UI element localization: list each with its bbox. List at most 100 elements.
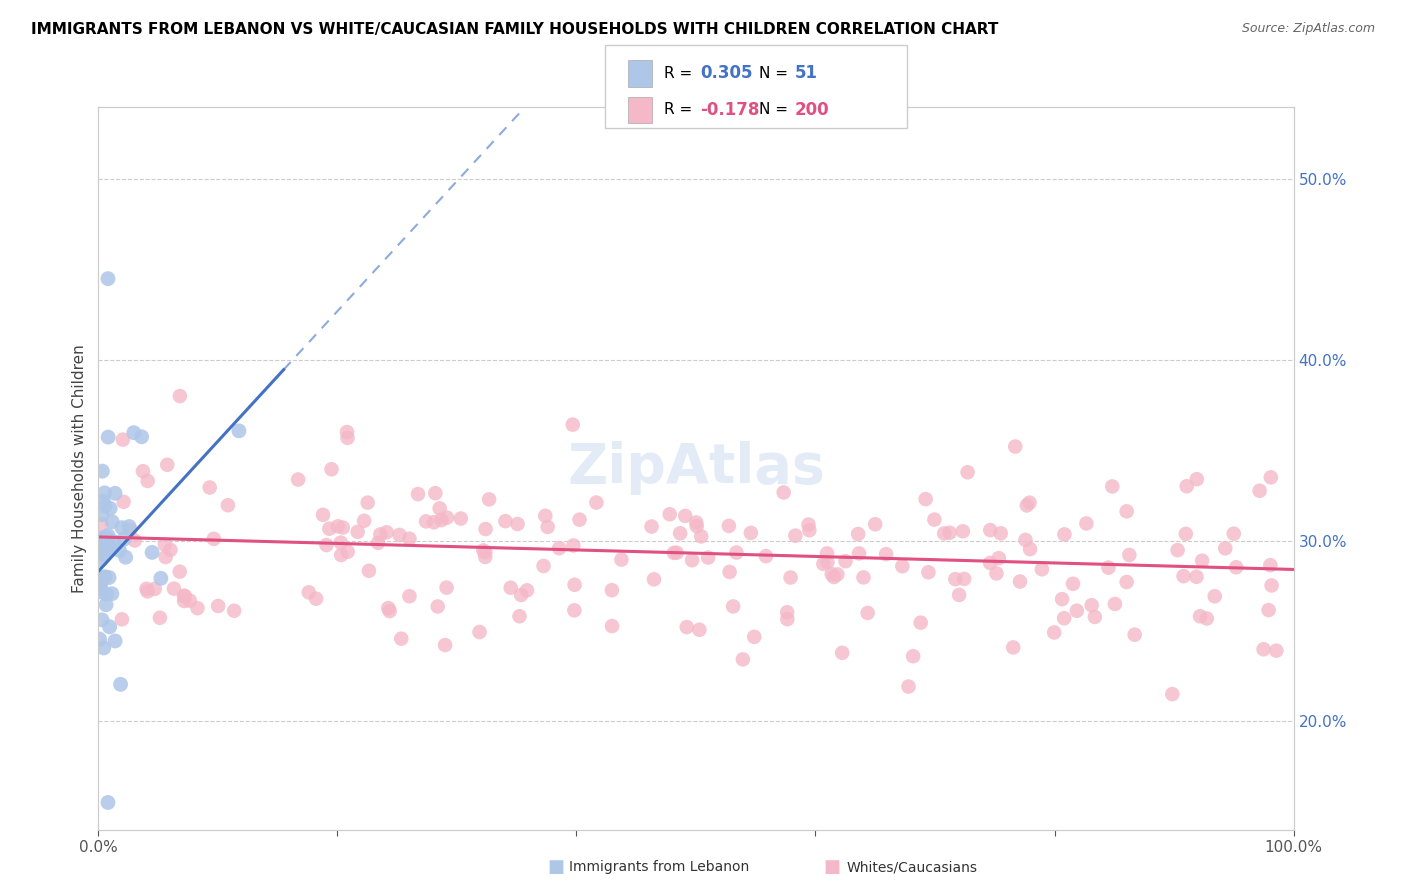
- Point: [97, 430, 120, 444]
- Point: [326, 519, 349, 533]
- Point: [568, 513, 591, 527]
- Point: [494, 514, 516, 528]
- Text: Immigrants from Lebanon: Immigrants from Lebanon: [569, 860, 749, 874]
- Point: [367, 536, 389, 550]
- Point: [112, 495, 135, 509]
- Point: [499, 581, 522, 595]
- Point: [740, 525, 762, 540]
- Point: [534, 508, 557, 523]
- Point: [468, 625, 491, 640]
- Point: [688, 623, 710, 637]
- Point: [198, 481, 221, 495]
- Point: [91, 494, 114, 508]
- Point: [173, 594, 195, 608]
- Point: [533, 558, 555, 573]
- Point: [987, 551, 1010, 566]
- Point: [336, 425, 359, 439]
- Point: [600, 583, 623, 598]
- Point: [1018, 495, 1040, 509]
- Point: [89, 572, 111, 586]
- Point: [93, 570, 115, 584]
- Point: [450, 511, 472, 525]
- Point: [173, 589, 195, 603]
- Point: [875, 547, 897, 561]
- Point: [1053, 611, 1076, 625]
- Point: [114, 550, 136, 565]
- Point: [89, 573, 111, 587]
- Point: [1123, 628, 1146, 642]
- Point: [104, 486, 127, 500]
- Point: [332, 520, 354, 534]
- Point: [97, 528, 120, 542]
- Point: [610, 552, 633, 566]
- Point: [156, 458, 179, 472]
- Point: [173, 589, 195, 603]
- Point: [585, 495, 607, 509]
- Point: [474, 545, 496, 559]
- Point: [430, 513, 453, 527]
- Point: [398, 589, 420, 603]
- Point: [143, 582, 166, 596]
- Point: [910, 615, 932, 630]
- Point: [90, 581, 112, 595]
- Text: R =: R =: [664, 66, 697, 81]
- Point: [640, 519, 662, 533]
- Point: [1257, 603, 1279, 617]
- Text: N =: N =: [759, 66, 793, 81]
- Point: [779, 570, 801, 584]
- Point: [353, 514, 375, 528]
- Point: [318, 522, 340, 536]
- Point: [434, 638, 457, 652]
- Point: [834, 554, 856, 568]
- Point: [474, 522, 496, 536]
- Text: IMMIGRANTS FROM LEBANON VS WHITE/CAUCASIAN FAMILY HOUSEHOLDS WITH CHILDREN CORRE: IMMIGRANTS FROM LEBANON VS WHITE/CAUCASI…: [31, 22, 998, 37]
- Text: Whites/Caucasians: Whites/Caucasians: [846, 860, 977, 874]
- Point: [813, 557, 835, 571]
- Point: [436, 510, 458, 524]
- Point: [990, 526, 1012, 541]
- Point: [132, 464, 155, 478]
- Point: [89, 584, 111, 599]
- Point: [149, 571, 172, 585]
- Point: [856, 606, 879, 620]
- Point: [377, 601, 399, 615]
- Point: [93, 543, 115, 558]
- Point: [93, 486, 115, 500]
- Point: [110, 677, 132, 691]
- Point: [1031, 562, 1053, 576]
- Point: [848, 546, 870, 560]
- Point: [1161, 687, 1184, 701]
- Point: [406, 487, 429, 501]
- Point: [131, 430, 153, 444]
- Point: [1080, 598, 1102, 612]
- Point: [89, 534, 111, 549]
- Point: [122, 425, 145, 440]
- Point: [398, 532, 420, 546]
- Point: [135, 582, 157, 596]
- Point: [564, 578, 586, 592]
- Y-axis label: Family Households with Children: Family Households with Children: [72, 344, 87, 592]
- Point: [956, 465, 979, 479]
- Point: [287, 473, 309, 487]
- Point: [718, 565, 741, 579]
- Point: [917, 566, 939, 580]
- Point: [1066, 604, 1088, 618]
- Point: [827, 567, 849, 582]
- Point: [436, 581, 458, 595]
- Point: [953, 572, 976, 586]
- Point: [346, 524, 368, 539]
- Point: [821, 567, 844, 582]
- Point: [948, 588, 970, 602]
- Point: [1195, 611, 1218, 625]
- Point: [111, 612, 134, 626]
- Point: [472, 543, 495, 558]
- Point: [697, 550, 720, 565]
- Point: [508, 609, 530, 624]
- Point: [163, 582, 186, 596]
- Point: [686, 519, 709, 533]
- Text: Source: ZipAtlas.com: Source: ZipAtlas.com: [1241, 22, 1375, 36]
- Point: [863, 517, 886, 532]
- Point: [731, 652, 754, 666]
- Point: [90, 575, 112, 590]
- Point: [90, 517, 112, 532]
